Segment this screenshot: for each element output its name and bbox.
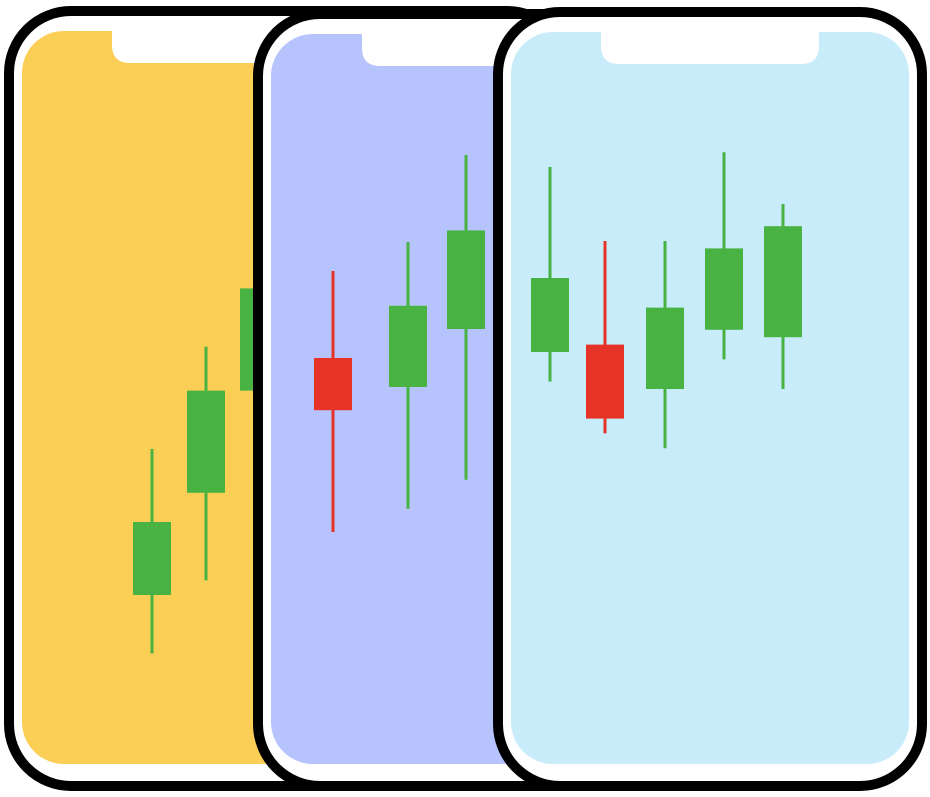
candle-body — [646, 307, 684, 389]
candlestick-chart — [314, 155, 485, 532]
phone-lightblue — [493, 7, 927, 791]
phone-notch — [601, 32, 819, 64]
candlestick-up — [764, 204, 802, 389]
candle-body — [447, 230, 485, 329]
candle-body — [314, 358, 352, 411]
candlestick-down — [314, 271, 352, 532]
candle-body — [389, 305, 427, 387]
candlestick-up — [705, 152, 743, 360]
candlestick-up — [389, 242, 427, 509]
candlestick-up — [646, 241, 684, 449]
candlestick-up — [531, 167, 569, 382]
candlestick-up — [187, 346, 225, 581]
candlestick-chart — [531, 152, 802, 449]
candlestick-down — [586, 241, 624, 434]
candle-body — [133, 522, 171, 595]
candle-body — [705, 248, 743, 330]
phone-screen — [511, 32, 909, 764]
candle-body — [764, 226, 802, 338]
candlestick-up — [133, 449, 171, 654]
candle-body — [586, 344, 624, 419]
candle-body — [187, 390, 225, 493]
candle-body — [531, 278, 569, 352]
candlestick-up — [447, 155, 485, 480]
